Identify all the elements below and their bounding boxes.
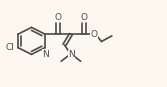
Text: O: O [80, 13, 87, 21]
Text: N: N [68, 50, 75, 59]
Text: O: O [91, 30, 98, 39]
Text: N: N [43, 50, 49, 59]
Text: O: O [54, 13, 61, 21]
Text: Cl: Cl [5, 43, 14, 52]
